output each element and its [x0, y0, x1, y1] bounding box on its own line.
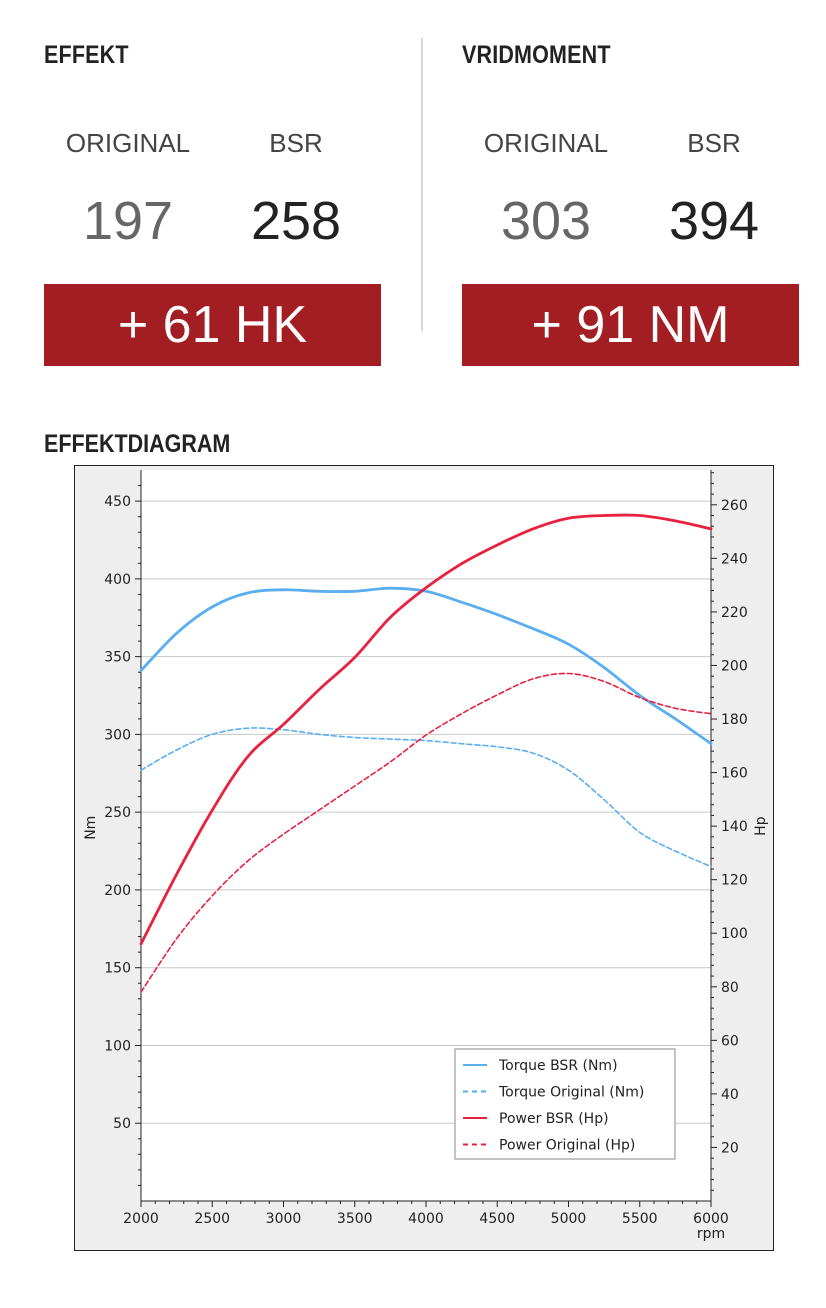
diagram-title: EFFEKTDIAGRAM — [44, 430, 231, 458]
chart-svg: 50 100 150 200 250 300 350 400 450 20 40 60 80 100 120… — [83, 470, 769, 1242]
series-lines — [139, 513, 713, 993]
vridmoment-gain-badge: + 91 NM — [462, 284, 799, 366]
left-tick-label: 250 — [104, 805, 131, 821]
left-tick-label: 50 — [113, 1116, 131, 1132]
x-axis-label: rpm — [697, 1226, 725, 1242]
effekt-gain-badge: + 61 HK — [44, 284, 381, 366]
left-tick-label: 100 — [104, 1038, 131, 1054]
x-tick-label: 2000 — [123, 1211, 159, 1227]
right-tick-label: 180 — [721, 712, 748, 728]
torque-bsr-line — [139, 586, 713, 746]
right-tick-label: 20 — [721, 1140, 739, 1156]
x-tick-label: 3000 — [266, 1211, 302, 1227]
effekt-original-label: ORIGINAL — [65, 128, 191, 158]
power-original-line — [140, 672, 712, 993]
vridmoment-columns: ORIGINAL BSR 303 394 + 91 NM — [462, 72, 802, 366]
right-tick-label: 140 — [721, 819, 748, 835]
right-tick-label: 240 — [721, 551, 748, 567]
x-tick-label: 2500 — [194, 1211, 230, 1227]
effekt-bsr-value: 258 — [250, 191, 342, 251]
x-tick-label: 3500 — [337, 1211, 373, 1227]
torque-original-line — [140, 727, 712, 868]
legend-entry: Torque BSR (Nm) — [498, 1058, 618, 1074]
left-tick-label: 150 — [104, 961, 131, 977]
x-tick-label: 6000 — [693, 1211, 729, 1227]
axes: 50 100 150 200 250 300 350 400 450 20 40 60 80 100 120… — [83, 470, 769, 1242]
effekt-columns: ORIGINAL BSR 197 258 + 61 HK — [44, 72, 384, 366]
right-tick-label: 40 — [721, 1087, 739, 1103]
right-tick-label: 100 — [721, 926, 748, 942]
panel-divider — [421, 38, 423, 331]
left-tick-label: 400 — [104, 572, 131, 588]
right-tick-label: 200 — [721, 658, 748, 674]
vridmoment-bsr-label: BSR — [687, 128, 741, 158]
x-tick-label: 4500 — [479, 1211, 515, 1227]
power-bsr-line — [139, 513, 713, 946]
vridmoment-original-label: ORIGINAL — [483, 128, 609, 158]
legend: Torque BSR (Nm) Torque Original (Nm) Power… — [454, 1048, 676, 1160]
left-tick-label: 300 — [104, 727, 131, 743]
right-tick-label: 80 — [721, 980, 739, 996]
legend-entry: Power Original (Hp) — [499, 1138, 635, 1154]
x-tick-label: 4000 — [408, 1211, 444, 1227]
vridmoment-panel: VRIDMOMENT ORIGINAL BSR 303 394 + 91 NM — [462, 38, 802, 366]
y-axis-label-right: Hp — [753, 816, 769, 836]
left-tick-label: 200 — [104, 883, 131, 899]
left-tick-label: 350 — [104, 650, 131, 666]
y-axis-label-left: Nm — [83, 816, 99, 840]
right-tick-label: 120 — [721, 873, 748, 889]
vridmoment-title: VRIDMOMENT — [462, 41, 611, 69]
legend-entry: Torque Original (Nm) — [498, 1085, 644, 1101]
effekt-title: EFFEKT — [44, 41, 129, 69]
vridmoment-original-value: 303 — [500, 191, 592, 251]
legend-entry: Power BSR (Hp) — [499, 1111, 609, 1127]
effekt-original-value: 197 — [82, 191, 174, 251]
x-tick-label: 5000 — [551, 1211, 587, 1227]
legend-box — [454, 1048, 676, 1160]
effekt-panel: EFFEKT ORIGINAL BSR 197 258 + 61 HK — [44, 38, 384, 366]
vridmoment-bsr-value: 394 — [668, 191, 760, 251]
power-chart: 50 100 150 200 250 300 350 400 450 20 40 60 80 100 120… — [74, 465, 774, 1251]
right-tick-label: 60 — [721, 1033, 739, 1049]
x-tick-label: 5500 — [622, 1211, 658, 1227]
right-tick-label: 260 — [721, 498, 748, 514]
effekt-bsr-label: BSR — [269, 128, 323, 158]
left-tick-label: 450 — [104, 494, 131, 510]
right-tick-label: 220 — [721, 605, 748, 621]
right-tick-label: 160 — [721, 766, 748, 782]
